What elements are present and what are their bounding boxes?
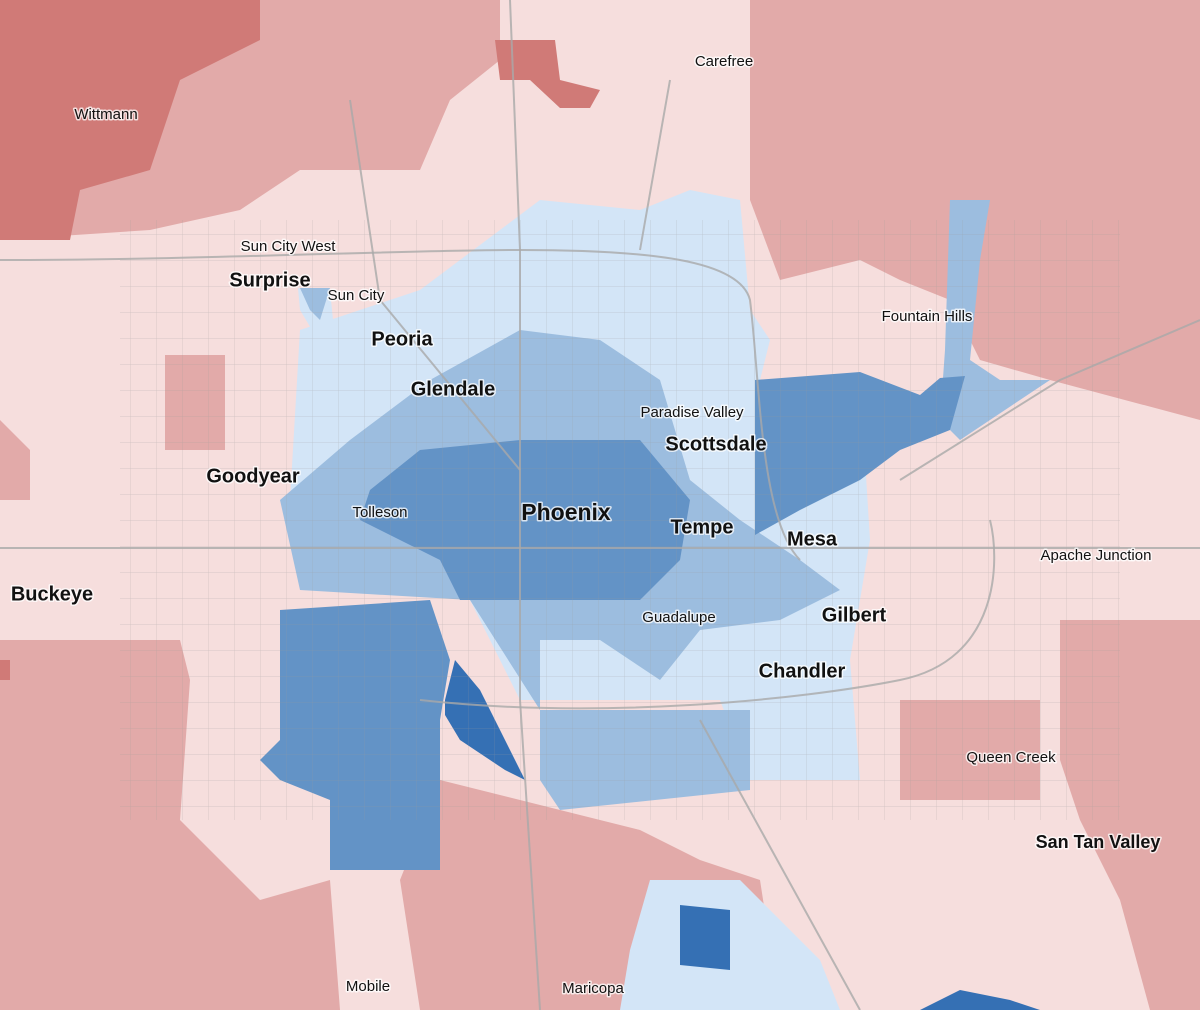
place-label: Tempe [671,516,734,538]
place-label: Mesa [787,528,838,550]
place-label: Goodyear [206,465,300,487]
place-label: Guadalupe [642,609,715,626]
place-label: Scottsdale [665,433,766,455]
place-labels: Carefree Wittmann Sun City West Surprise… [9,51,1162,998]
place-label: Carefree [695,53,753,70]
street-grid [120,220,1120,820]
place-label: Maricopa [562,980,624,997]
place-label: Buckeye [11,583,93,605]
place-label: Glendale [411,378,495,400]
place-label: Fountain Hills [882,308,973,325]
place-label: Queen Creek [966,749,1056,766]
place-label: Phoenix [521,499,611,525]
place-label: Sun City West [241,238,337,255]
place-label: Surprise [229,269,310,291]
place-label: Paradise Valley [640,404,744,421]
place-label: Sun City [328,287,385,304]
place-label: Gilbert [822,604,887,626]
strong-republican-areas [0,0,600,680]
place-label: Tolleson [352,504,407,521]
place-label: Mobile [346,978,390,995]
place-label: Peoria [371,328,433,350]
place-label: Wittmann [74,106,137,123]
place-label: Apache Junction [1041,547,1152,564]
place-label: Chandler [759,660,846,682]
place-label: San Tan Valley [1036,832,1161,852]
